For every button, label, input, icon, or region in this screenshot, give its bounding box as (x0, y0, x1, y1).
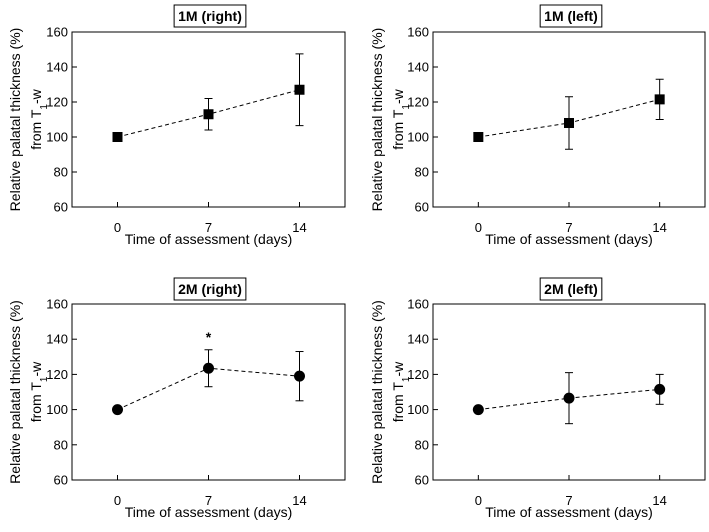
y-tick-label: 140 (46, 60, 68, 75)
data-point (112, 404, 123, 416)
x-tick-label: 0 (114, 220, 121, 235)
y-tick-label: 60 (415, 200, 429, 215)
data-point (654, 383, 666, 395)
data-point (564, 118, 574, 128)
x-axis-title: Time of assessment (days) (125, 231, 293, 247)
data-point (294, 84, 305, 95)
panel-title-box (539, 277, 603, 301)
panel-title: 2M (right) (178, 281, 242, 297)
panel-title: 1M (left) (544, 8, 598, 24)
data-point (473, 132, 484, 142)
y-tick-label: 100 (407, 130, 429, 145)
y-tick-label: 120 (407, 367, 429, 382)
x-tick-label: 7 (205, 493, 212, 508)
x-axis-title: Time of assessment (days) (125, 504, 293, 520)
x-tick-label: 0 (475, 493, 482, 508)
y-tick-label: 80 (54, 165, 68, 180)
x-axis-title: Time of assessment (days) (485, 504, 653, 520)
y-axis-title: Relative palatal thickness (%) (7, 300, 23, 484)
y-tick-label: 60 (54, 473, 68, 488)
y-tick-label: 160 (46, 297, 68, 312)
y-axis-title: Relative palatal thickness (%) (7, 28, 23, 212)
x-tick-label: 7 (565, 493, 572, 508)
significance-marker: * (206, 329, 212, 345)
y-axis-title-line2: from T1-w (28, 88, 50, 149)
y-tick-label: 100 (407, 402, 429, 417)
x-axis-title: Time of assessment (days) (485, 231, 653, 247)
data-point (112, 132, 123, 142)
panel-title-box (539, 4, 603, 28)
x-tick-label: 0 (114, 493, 121, 508)
data-point (294, 370, 305, 382)
y-axis-title-line2: from T1-w (28, 361, 50, 422)
y-tick-label: 100 (46, 402, 68, 417)
y-tick-label: 140 (46, 332, 68, 347)
y-axis-title-line2: from T1-w (390, 361, 412, 422)
y-axis-title: Relative palatal thickness (%) (369, 300, 385, 484)
x-tick-label: 14 (292, 493, 306, 508)
panel-title-box (173, 4, 247, 28)
y-tick-label: 80 (415, 165, 429, 180)
y-tick-label: 60 (415, 473, 429, 488)
x-tick-label: 14 (652, 493, 666, 508)
y-tick-label: 160 (46, 25, 68, 40)
panel-title: 2M (left) (544, 281, 598, 297)
y-tick-label: 160 (407, 25, 429, 40)
y-tick-label: 160 (407, 297, 429, 312)
x-tick-label: 0 (475, 220, 482, 235)
y-tick-label: 140 (407, 60, 429, 75)
panel-title-box (173, 277, 247, 301)
y-axis-title-line2: from T1-w (390, 88, 412, 149)
y-tick-label: 60 (54, 200, 68, 215)
y-tick-label: 120 (46, 367, 68, 382)
data-point (203, 109, 214, 120)
y-tick-label: 80 (54, 437, 68, 452)
data-point (654, 94, 665, 105)
y-tick-label: 120 (46, 95, 68, 110)
data-point (472, 404, 484, 416)
y-axis-title: Relative palatal thickness (%) (369, 28, 385, 212)
x-tick-label: 7 (205, 220, 212, 235)
y-tick-label: 120 (407, 95, 429, 110)
panel-title: 1M (right) (178, 8, 242, 24)
data-point (563, 392, 575, 404)
y-tick-label: 140 (407, 332, 429, 347)
x-tick-label: 14 (652, 220, 666, 235)
data-point (203, 362, 214, 374)
y-tick-label: 80 (415, 437, 429, 452)
x-tick-label: 7 (565, 220, 572, 235)
y-tick-label: 100 (46, 130, 68, 145)
x-tick-label: 14 (292, 220, 306, 235)
